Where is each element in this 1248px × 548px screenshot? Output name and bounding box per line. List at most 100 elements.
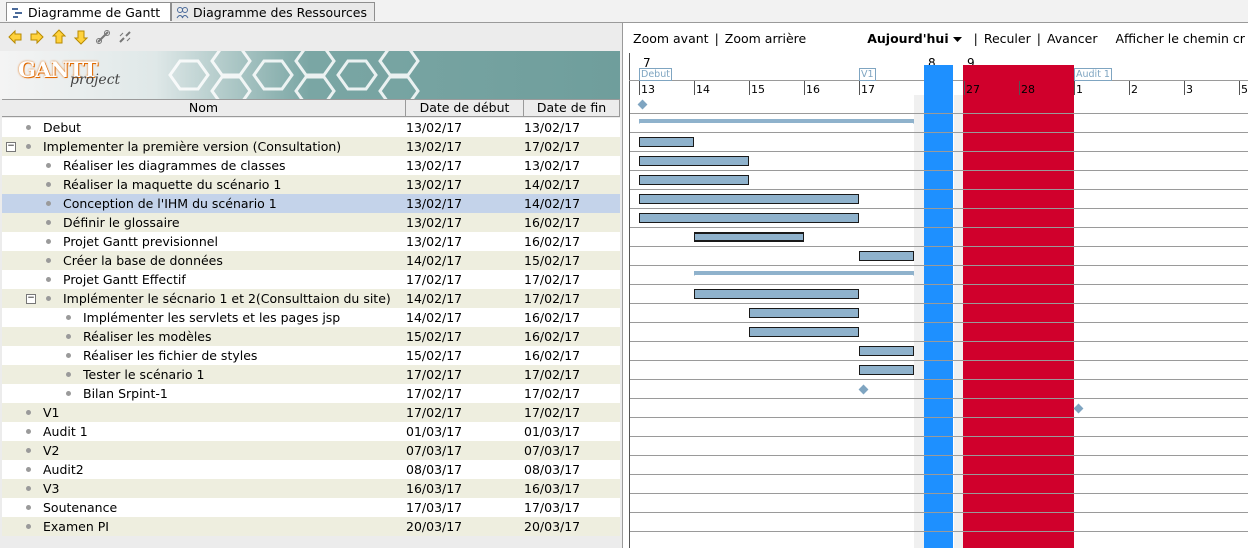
task-bar[interactable] xyxy=(639,156,749,166)
zoom-in-button[interactable]: Zoom avant xyxy=(633,30,709,46)
task-bullet-icon xyxy=(66,372,71,377)
task-name-cell: Debut xyxy=(43,120,82,135)
task-start-cell: 17/02/17 xyxy=(406,272,463,287)
table-row[interactable]: Audit 1 01/03/17 01/03/17 xyxy=(2,422,620,441)
task-name-cell: Réaliser les modèles xyxy=(83,329,212,344)
table-row[interactable]: Réaliser les fichier de styles 15/02/17 16… xyxy=(2,346,620,365)
summary-bar[interactable] xyxy=(639,119,914,123)
table-row[interactable]: − Implementer la première version (Consul… xyxy=(2,137,620,156)
row-gridline xyxy=(629,170,1248,171)
column-header-start-date[interactable]: Date de début xyxy=(406,99,524,117)
day-tick xyxy=(749,81,750,95)
column-header-end-date[interactable]: Date de fin xyxy=(524,99,620,117)
task-start-cell: 13/02/17 xyxy=(406,196,463,211)
task-start-cell: 13/02/17 xyxy=(406,158,463,173)
task-end-cell: 17/02/17 xyxy=(524,405,581,420)
task-bar[interactable] xyxy=(859,365,914,375)
toolbar-separator: | xyxy=(973,30,978,46)
today-button[interactable]: Aujourd'hui xyxy=(867,30,949,46)
table-row[interactable]: Audit2 08/03/17 08/03/17 xyxy=(2,460,620,479)
summary-bar-end xyxy=(909,119,914,124)
collapse-toggle-icon[interactable]: − xyxy=(6,141,16,152)
table-row[interactable]: V3 16/03/17 16/03/17 xyxy=(2,479,620,498)
table-row[interactable]: Implémenter les servlets et les pages js… xyxy=(2,308,620,327)
task-bullet-icon xyxy=(46,163,51,168)
toolbar-separator: | xyxy=(714,30,719,46)
task-bar[interactable] xyxy=(694,289,859,299)
summary-bar-start xyxy=(639,119,644,124)
table-row[interactable]: Définir le glossaire 13/02/17 16/02/17 xyxy=(2,213,620,232)
table-row[interactable]: Debut 13/02/17 13/02/17 xyxy=(2,118,620,137)
table-row[interactable]: Réaliser les modèles 15/02/17 16/02/17 xyxy=(2,327,620,346)
day-tick xyxy=(804,81,805,95)
task-name-cell: Réaliser les fichier de styles xyxy=(83,348,258,363)
task-start-cell: 20/03/17 xyxy=(406,519,463,534)
arrow-right-icon[interactable] xyxy=(28,28,46,46)
task-end-cell: 17/02/17 xyxy=(524,367,581,382)
task-bullet-icon xyxy=(66,353,71,358)
zoom-out-button[interactable]: Zoom arrière xyxy=(724,30,807,46)
task-bar[interactable] xyxy=(859,251,914,261)
row-gridline xyxy=(629,284,1248,285)
arrow-left-icon[interactable] xyxy=(6,28,24,46)
milestone-diamond[interactable] xyxy=(858,384,869,395)
tab-gantt-chart[interactable]: Diagramme de Gantt xyxy=(6,2,171,21)
task-bullet-icon xyxy=(26,429,31,434)
tab-resources-chart[interactable]: Diagramme des Ressources xyxy=(171,2,375,21)
table-row[interactable]: Examen PI 20/03/17 20/03/17 xyxy=(2,517,620,536)
chart-left-border xyxy=(629,95,630,548)
arrow-down-icon[interactable] xyxy=(72,28,90,46)
table-row[interactable]: V2 07/03/17 07/03/17 xyxy=(2,441,620,460)
unlink-icon[interactable] xyxy=(116,28,134,46)
back-button[interactable]: Reculer xyxy=(983,30,1031,46)
column-header-name[interactable]: Nom xyxy=(2,99,406,117)
task-bar[interactable] xyxy=(639,194,859,204)
table-row[interactable]: Soutenance 17/03/17 17/03/17 xyxy=(2,498,620,517)
task-end-cell: 14/02/17 xyxy=(524,177,581,192)
table-row[interactable]: Projet Gantt previsionnel 13/02/17 16/02/1… xyxy=(2,232,620,251)
row-gridline xyxy=(629,417,1248,418)
table-row[interactable]: Tester le scénario 1 17/02/17 17/02/17 xyxy=(2,365,620,384)
task-start-cell: 16/03/17 xyxy=(406,481,463,496)
timeline-divider xyxy=(629,53,630,95)
task-name-cell: Projet Gantt previsionnel xyxy=(63,234,218,249)
today-marker xyxy=(924,65,953,95)
task-bar[interactable] xyxy=(639,137,694,147)
row-gridline xyxy=(629,227,1248,228)
task-bar[interactable] xyxy=(859,346,914,356)
table-row[interactable]: Créer la base de données 14/02/17 15/02/17 xyxy=(2,251,620,270)
table-row[interactable]: Projet Gantt Effectif 17/02/17 17/02/17 xyxy=(2,270,620,289)
collapse-toggle-icon[interactable]: − xyxy=(26,293,36,304)
arrow-up-icon[interactable] xyxy=(50,28,68,46)
table-row[interactable]: − Implémenter le sécnario 1 et 2(Consultt… xyxy=(2,289,620,308)
day-tick xyxy=(639,81,640,95)
table-row[interactable]: Conception de l'IHM du scénario 1 13/02/1… xyxy=(2,194,620,213)
task-bar[interactable] xyxy=(639,175,749,185)
day-tick xyxy=(1074,81,1075,95)
summary-bar[interactable] xyxy=(694,271,914,275)
gantt-logo-text: GANTT xyxy=(18,57,98,82)
link-icon[interactable] xyxy=(94,28,112,46)
milestone-diamond[interactable] xyxy=(1073,403,1084,414)
task-bar[interactable] xyxy=(694,232,804,242)
task-bar[interactable] xyxy=(749,308,859,318)
table-row[interactable]: Bilan Srpint-1 17/02/17 17/02/17 xyxy=(2,384,620,403)
chevron-down-icon[interactable] xyxy=(952,31,962,46)
task-bullet-icon xyxy=(46,182,51,187)
task-bar[interactable] xyxy=(639,213,859,223)
task-bullet-icon xyxy=(26,125,31,130)
milestone-diamond[interactable] xyxy=(637,99,648,110)
day-label: 5 xyxy=(1241,83,1248,96)
day-tick xyxy=(694,81,695,95)
critical-path-button[interactable]: Afficher le chemin cr xyxy=(1115,30,1245,46)
table-row[interactable]: Réaliser les diagrammes de classes 13/02/… xyxy=(2,156,620,175)
task-bullet-icon xyxy=(26,524,31,529)
task-start-cell: 01/03/17 xyxy=(406,424,463,439)
task-end-cell: 16/02/17 xyxy=(524,348,581,363)
table-row[interactable]: Réaliser la maquette du scénario 1 13/02/… xyxy=(2,175,620,194)
task-name-cell: Bilan Srpint-1 xyxy=(83,386,168,401)
table-row[interactable]: V1 17/02/17 17/02/17 xyxy=(2,403,620,422)
task-bar[interactable] xyxy=(749,327,859,337)
forward-button[interactable]: Avancer xyxy=(1046,30,1098,46)
task-bullet-icon xyxy=(46,201,51,206)
